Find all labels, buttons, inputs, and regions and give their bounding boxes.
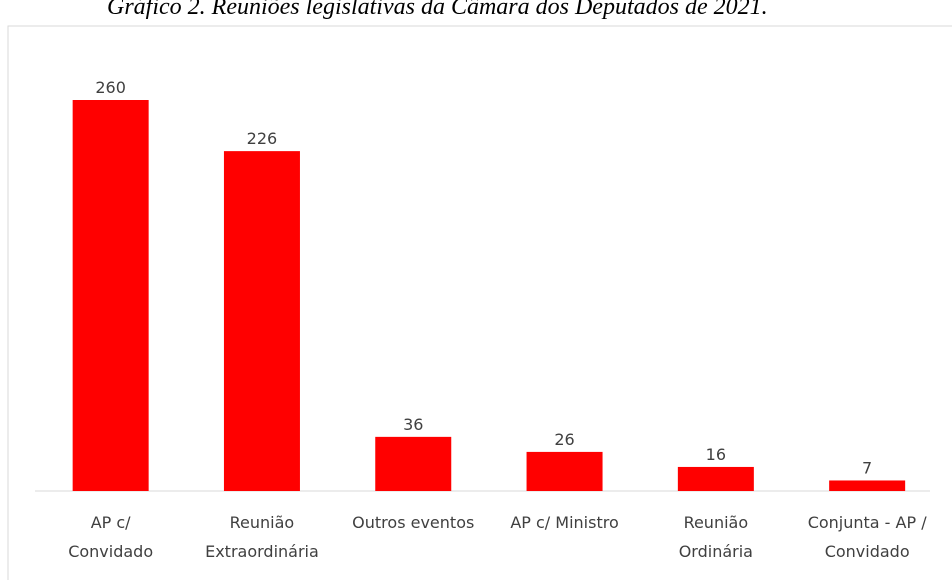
chart-title: Gráfico 2. Reuniões legislativas da Câma… <box>107 0 768 20</box>
x-tick-label: Reunião <box>230 513 295 532</box>
x-tick-label: Convidado <box>68 542 153 561</box>
x-tick-label: Ordinária <box>679 542 753 561</box>
data-label: 36 <box>403 415 423 434</box>
x-tick-label: AP c/ <box>91 513 131 532</box>
x-tick-label: Convidado <box>825 542 910 561</box>
data-label: 226 <box>247 129 278 148</box>
x-tick-label: Reunião <box>684 513 749 532</box>
x-tick-label: Outros eventos <box>352 513 474 532</box>
x-tick-label: Conjunta - AP / <box>808 513 928 532</box>
bar <box>72 100 149 491</box>
x-tick-label: AP c/ Ministro <box>510 513 618 532</box>
data-label: 7 <box>862 458 872 477</box>
bar <box>677 466 754 491</box>
bar <box>526 451 603 491</box>
data-label: 260 <box>95 78 126 97</box>
bar <box>829 480 906 491</box>
chart-frame <box>7 25 952 580</box>
data-label: 16 <box>706 445 726 464</box>
x-tick-label: Extraordinária <box>205 542 319 561</box>
data-label: 26 <box>554 430 574 449</box>
bar <box>223 151 300 491</box>
bar <box>375 436 452 491</box>
